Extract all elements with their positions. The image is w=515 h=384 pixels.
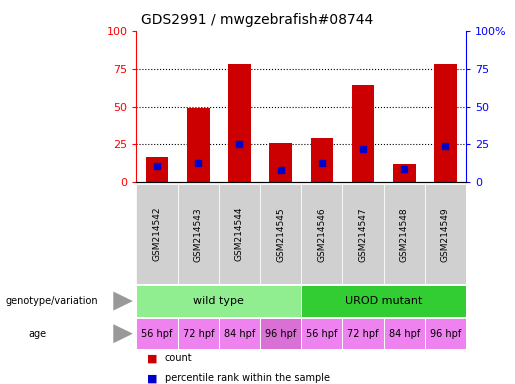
Bar	[425, 318, 466, 349]
Text: 84 hpf: 84 hpf	[224, 329, 255, 339]
Text: GSM214547: GSM214547	[358, 207, 368, 262]
Bar	[219, 184, 260, 284]
Bar	[301, 285, 466, 317]
Polygon shape	[113, 324, 133, 343]
Bar	[136, 318, 178, 349]
Text: GSM214542: GSM214542	[152, 207, 162, 262]
Bar	[260, 184, 301, 284]
Bar	[425, 184, 466, 284]
Text: genotype/variation: genotype/variation	[5, 296, 98, 306]
Text: 84 hpf: 84 hpf	[389, 329, 420, 339]
Text: ■: ■	[147, 373, 157, 383]
Bar	[384, 184, 425, 284]
Bar	[384, 318, 425, 349]
Text: 72 hpf: 72 hpf	[182, 329, 214, 339]
Bar	[301, 318, 342, 349]
Bar	[260, 318, 301, 349]
Text: GSM214545: GSM214545	[276, 207, 285, 262]
Text: 96 hpf: 96 hpf	[265, 329, 296, 339]
Text: GSM214546: GSM214546	[317, 207, 327, 262]
Bar	[269, 143, 292, 182]
Text: wild type: wild type	[194, 296, 244, 306]
Bar	[311, 138, 333, 182]
Text: GDS2991 / mwgzebrafish#08744: GDS2991 / mwgzebrafish#08744	[142, 13, 373, 27]
Text: 96 hpf: 96 hpf	[430, 329, 461, 339]
Bar	[352, 85, 374, 182]
Bar	[342, 318, 384, 349]
Text: GSM214548: GSM214548	[400, 207, 409, 262]
Bar	[136, 285, 301, 317]
Text: count: count	[165, 353, 193, 363]
Text: percentile rank within the sample: percentile rank within the sample	[165, 373, 330, 383]
Bar	[146, 157, 168, 182]
Text: 56 hpf: 56 hpf	[306, 329, 337, 339]
Bar	[136, 184, 178, 284]
Polygon shape	[113, 291, 133, 311]
Text: age: age	[28, 329, 46, 339]
Bar	[187, 108, 210, 182]
Bar	[228, 64, 251, 182]
Bar	[178, 184, 219, 284]
Text: GSM214549: GSM214549	[441, 207, 450, 262]
Text: 56 hpf: 56 hpf	[142, 329, 173, 339]
Bar	[393, 164, 416, 182]
Text: GSM214544: GSM214544	[235, 207, 244, 262]
Bar	[301, 184, 342, 284]
Bar	[434, 64, 457, 182]
Bar	[342, 184, 384, 284]
Text: GSM214543: GSM214543	[194, 207, 203, 262]
Text: UROD mutant: UROD mutant	[345, 296, 422, 306]
Text: ■: ■	[147, 353, 157, 363]
Bar	[219, 318, 260, 349]
Bar	[178, 318, 219, 349]
Text: 72 hpf: 72 hpf	[347, 329, 379, 339]
